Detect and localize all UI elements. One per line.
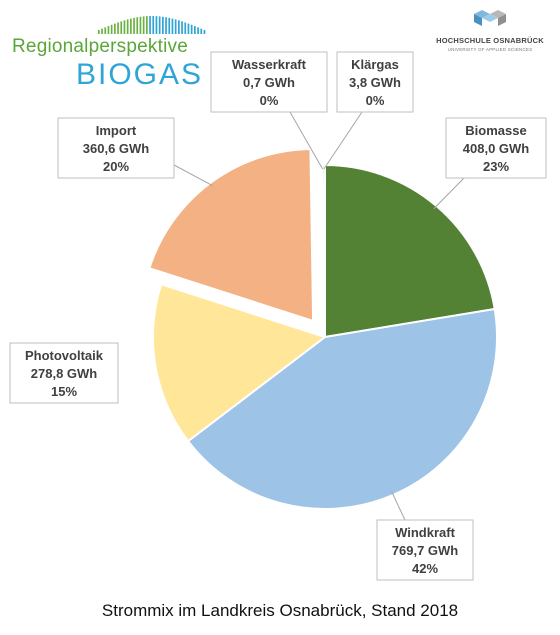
logo-stripe [139, 16, 142, 34]
logo-stripe [98, 30, 100, 34]
logo-university-name: HOCHSCHULE OSNABRÜCK [436, 36, 544, 45]
logo-stripe [197, 27, 199, 34]
logo-stripe [149, 16, 151, 34]
logo-stripe [203, 30, 206, 34]
logo-stripe [152, 16, 155, 34]
slice-percent-label: 42% [412, 561, 438, 576]
logo-stripe [107, 26, 110, 34]
pie-slice-klärgas [321, 163, 326, 338]
logo-stripe [120, 21, 123, 34]
logo-stripe [162, 16, 164, 34]
leader-line-import [173, 164, 214, 187]
data-label-box [376, 519, 474, 581]
data-label-klärgas: Klärgas 3,8 GWh 0% [336, 51, 414, 113]
logo-stripe [110, 24, 113, 34]
logo-university-subtitle: UNIVERSITY OF APPLIED SCIENCES [447, 47, 533, 52]
data-label-import: Import 360,6 GWh 20% [57, 117, 175, 179]
logo-stripe [114, 23, 116, 34]
logo-stripe [126, 19, 129, 34]
logo-stripe [117, 22, 119, 34]
leader-line-biomasse [433, 177, 465, 210]
logo-stripe [142, 16, 145, 34]
slice-value-label: 0,7 GWh [243, 75, 295, 90]
slice-value-label: 769,7 GWh [392, 543, 459, 558]
logo-stripe [136, 17, 139, 34]
slice-value-label: 360,6 GWh [83, 141, 150, 156]
slice-name-label: Klärgas [351, 57, 399, 72]
slice-percent-label: 0% [260, 93, 279, 108]
logo-stripe [146, 16, 148, 34]
chart-caption: Strommix im Landkreis Osnabrück, Stand 2… [101, 601, 459, 620]
logo-stripe [181, 21, 183, 34]
logo-stripe [158, 16, 161, 34]
logo-stripe [130, 18, 132, 34]
regionalperspektive-biogas-logo: Regionalperspektive BIOGAS [10, 10, 210, 100]
logo-stripe [155, 16, 158, 34]
slice-value-label: 3,8 GWh [349, 75, 401, 90]
data-label-windkraft: Windkraft 769,7 GWh 42% [376, 519, 474, 581]
wave-stripes-icon [98, 16, 206, 34]
logo-stripe [171, 18, 174, 34]
logo-stripe [101, 28, 103, 34]
data-label-box [9, 342, 119, 404]
logo-stripe [184, 22, 187, 34]
slice-percent-label: 23% [483, 159, 509, 174]
data-label-box [57, 117, 175, 179]
pie-slice-biomasse [324, 163, 496, 339]
data-label-photovoltaik: Photovoltaik 278,8 GWh 15% [9, 342, 119, 404]
slice-percent-label: 0% [366, 93, 385, 108]
logo-stripe [194, 26, 196, 34]
data-label-box [210, 51, 328, 113]
leader-line-klärgas [323, 111, 363, 170]
logo-stripe [174, 19, 177, 34]
leader-line-wasserkraft [289, 111, 324, 170]
slice-value-label: 408,0 GWh [463, 141, 530, 156]
slice-name-label: Photovoltaik [25, 348, 104, 363]
pie-slice-photovoltaik [152, 283, 328, 443]
logo-stripe [133, 17, 135, 34]
slice-name-label: Windkraft [395, 525, 455, 540]
leader-line-windkraft [391, 491, 406, 521]
cube-logo-icon [474, 10, 506, 26]
logo-stripe [165, 17, 167, 34]
logo-brand-bottom: BIOGAS [76, 58, 204, 91]
slice-name-label: Import [96, 123, 137, 138]
hochschule-osnabrueck-logo: HOCHSCHULE OSNABRÜCK UNIVERSITY OF APPLI… [420, 6, 554, 56]
logo-brand-top: Regionalperspektive [12, 36, 188, 57]
logo-stripe [104, 27, 107, 34]
data-label-box [445, 117, 547, 179]
data-label-biomasse: Biomasse 408,0 GWh 23% [445, 117, 547, 179]
logo-stripe [123, 20, 126, 34]
logo-stripe [178, 20, 180, 34]
logo-stripe [190, 24, 193, 34]
data-label-box [336, 51, 414, 113]
slice-name-label: Biomasse [465, 123, 526, 138]
slice-name-label: Wasserkraft [232, 57, 307, 72]
slice-percent-label: 20% [103, 159, 129, 174]
pie-slice-import [148, 147, 315, 323]
data-label-wasserkraft: Wasserkraft 0,7 GWh 0% [210, 51, 328, 113]
slice-percent-label: 15% [51, 384, 77, 399]
logo-stripe [168, 17, 171, 34]
logo-stripe [200, 28, 203, 34]
logo-stripe [187, 23, 190, 34]
slice-value-label: 278,8 GWh [31, 366, 98, 381]
